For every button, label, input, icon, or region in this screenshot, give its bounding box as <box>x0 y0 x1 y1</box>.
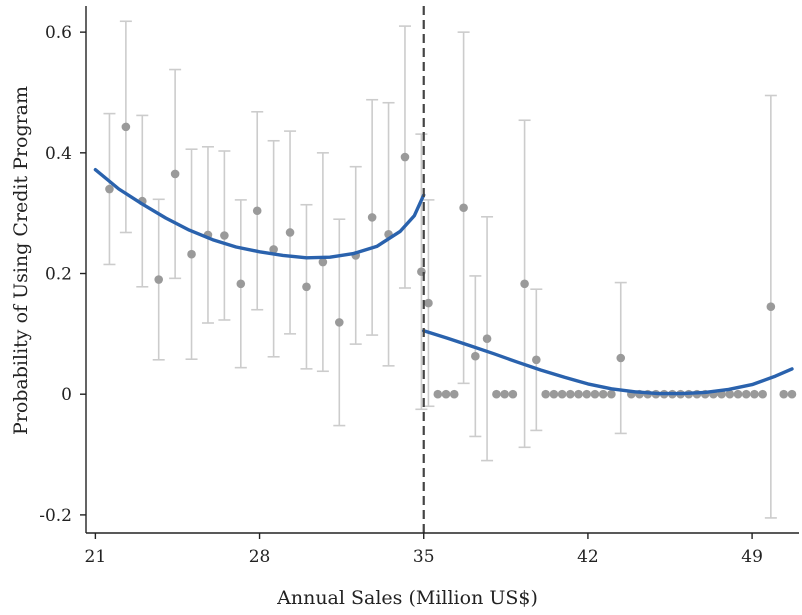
x-tick-label: 49 <box>741 547 763 567</box>
x-tick-label: 35 <box>413 547 435 567</box>
y-tick-label: 0.2 <box>45 265 72 285</box>
x-axis-title: Annual Sales (Million US$) <box>276 587 538 609</box>
data-point <box>492 389 501 399</box>
data-point <box>302 282 311 292</box>
data-point <box>779 389 789 399</box>
data-point <box>787 389 797 399</box>
data-point <box>733 389 743 399</box>
data-point <box>725 389 735 399</box>
data-point <box>482 334 492 343</box>
y-tick-label: 0.4 <box>45 144 72 164</box>
data-point <box>758 389 767 399</box>
y-ticks: -0.2 0 0.2 0.4 0.6 <box>39 23 86 526</box>
data-point <box>367 213 377 222</box>
data-point <box>154 275 164 284</box>
data-point <box>766 302 776 312</box>
data-point <box>574 389 583 399</box>
data-point <box>500 389 509 399</box>
data-point <box>541 389 550 399</box>
data-point <box>459 203 468 213</box>
axes <box>85 6 799 534</box>
data-point <box>607 389 616 399</box>
data-point <box>441 389 451 399</box>
y-axis-title: Probability of Using Credit Program <box>10 86 32 435</box>
data-point <box>549 389 559 399</box>
data-point <box>252 206 262 216</box>
x-tick-label: 21 <box>85 547 107 567</box>
data-point <box>424 298 433 308</box>
data-point <box>750 389 759 399</box>
error-bars <box>103 20 777 519</box>
data-point <box>318 257 328 267</box>
data-point <box>508 389 518 399</box>
x-tick-label: 28 <box>249 547 271 567</box>
data-point <box>433 389 443 399</box>
data-point <box>105 184 114 194</box>
data-point <box>285 228 295 237</box>
fit-curves <box>93 168 794 396</box>
data-point <box>471 351 480 361</box>
data-point <box>121 122 131 132</box>
data-point <box>616 353 626 363</box>
data-point <box>566 389 575 399</box>
data-point <box>220 231 229 240</box>
data-points <box>105 122 797 399</box>
data-point <box>741 389 751 399</box>
data-point <box>170 169 180 179</box>
y-tick-label: 0.6 <box>45 23 72 43</box>
data-point <box>449 389 459 399</box>
data-point <box>335 318 344 327</box>
y-tick-label: 0 <box>61 385 72 405</box>
x-tick-label: 42 <box>577 547 599 567</box>
data-point <box>187 249 196 259</box>
fit-curve-right <box>422 329 794 396</box>
data-point <box>400 152 410 162</box>
data-point <box>236 279 246 289</box>
data-point <box>590 389 600 399</box>
data-point <box>532 355 541 365</box>
data-point <box>269 245 278 254</box>
data-point <box>598 389 608 399</box>
fit-curve-left <box>93 168 426 260</box>
data-point <box>520 279 529 289</box>
data-point <box>557 389 567 399</box>
data-point <box>582 389 592 399</box>
x-ticks: 21 28 35 42 49 <box>85 533 763 567</box>
y-tick-label: -0.2 <box>39 506 72 526</box>
